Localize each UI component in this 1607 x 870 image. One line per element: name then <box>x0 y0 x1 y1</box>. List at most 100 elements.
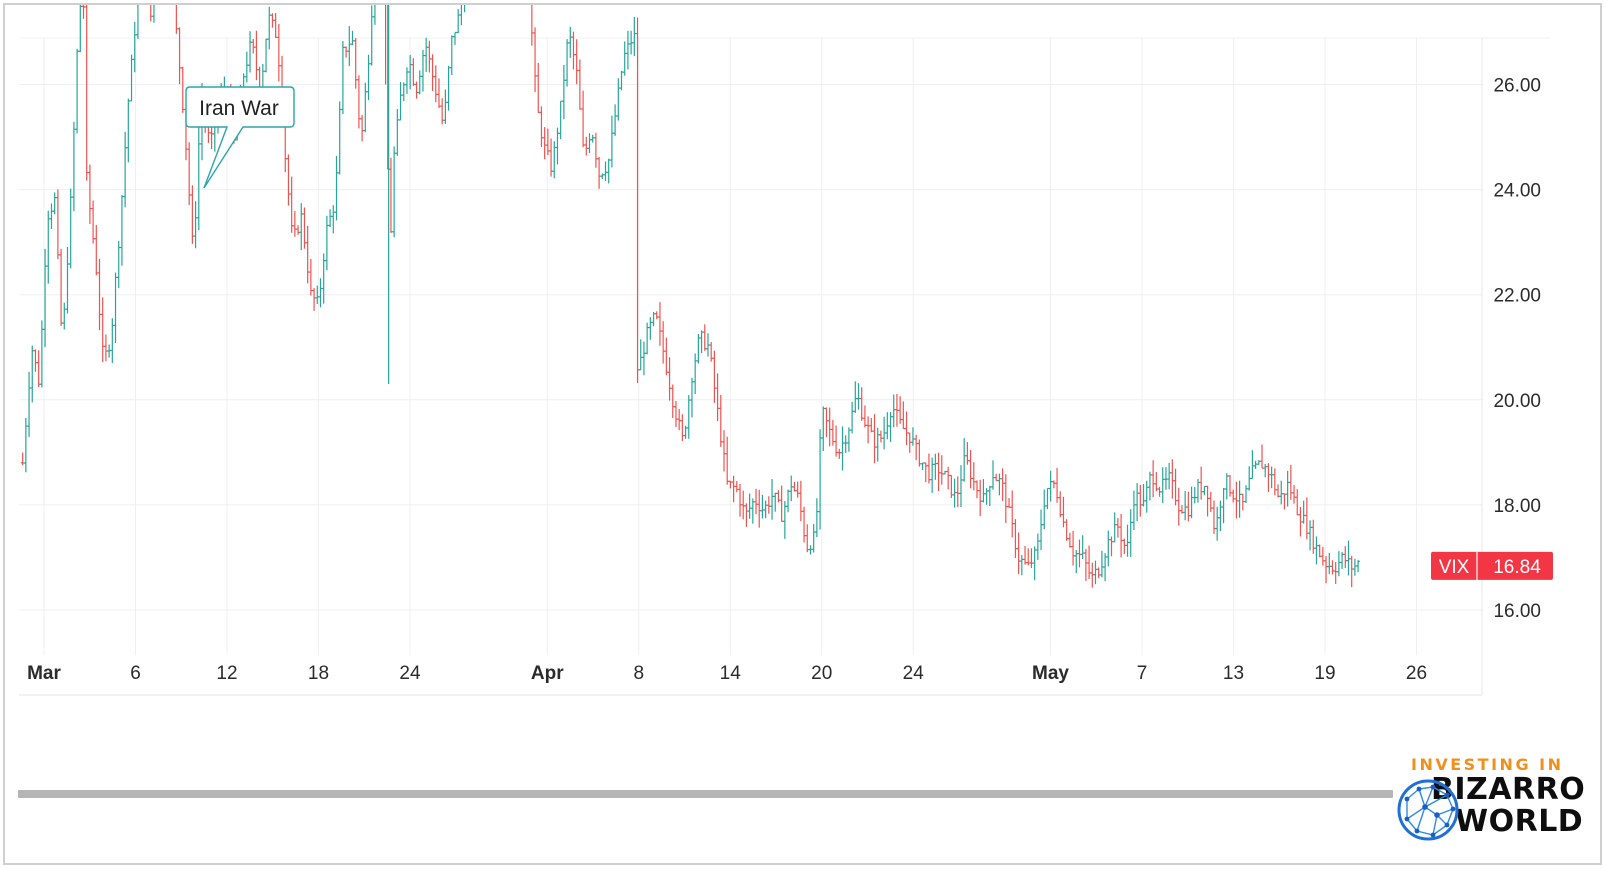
bizarro-world-logo: INVESTING IN BIZARRO WORLD <box>1397 755 1597 850</box>
ohlc-bar <box>136 5 139 40</box>
ohlc-bar <box>904 411 909 446</box>
ohlc-bar <box>690 377 694 418</box>
x-tick-label: 6 <box>130 663 141 684</box>
ohlc-bar <box>1321 546 1325 566</box>
ohlc-bar <box>799 480 803 522</box>
ohlc-bar <box>792 481 797 492</box>
y-tick-label: 18.00 <box>1493 496 1541 517</box>
ohlc-bar <box>722 430 726 472</box>
ohlc-bar <box>770 479 774 520</box>
ohlc-bar <box>437 78 441 109</box>
ohlc-bar <box>52 192 57 215</box>
ohlc-bar <box>72 121 76 212</box>
ohlc-bar <box>763 500 768 519</box>
ohlc-bar <box>1064 519 1069 541</box>
ohlc-bar <box>328 209 332 228</box>
ohlc-bar <box>360 114 364 142</box>
ohlc-bar <box>869 417 874 433</box>
ohlc-bar <box>619 70 624 91</box>
ohlc-bar <box>783 501 787 539</box>
ohlc-bar <box>866 416 870 444</box>
ohlc-bar <box>939 455 944 485</box>
ohlc-bar <box>735 481 739 493</box>
ohlc-bar <box>1032 546 1037 581</box>
ohlc-bar <box>312 288 316 311</box>
ohlc-bar <box>459 5 462 26</box>
x-tick-label: 8 <box>633 663 644 684</box>
ohlc-bar <box>1013 519 1018 559</box>
iran-war-annotation[interactable]: Iran War <box>185 86 295 189</box>
ohlc-bar <box>187 142 191 205</box>
ohlc-bar <box>78 5 83 53</box>
ohlc-bar <box>1048 470 1053 502</box>
ohlc-bar <box>706 333 710 357</box>
globe-network-icon <box>1397 779 1459 841</box>
ohlc-bar <box>392 146 396 238</box>
ohlc-bar <box>1202 485 1207 496</box>
ohlc-bar <box>840 426 845 471</box>
ohlc-bar <box>594 132 598 168</box>
ohlc-bar <box>94 224 99 276</box>
ohlc-bar <box>1317 544 1322 558</box>
ohlc-bar <box>1026 548 1031 566</box>
ohlc-bar <box>1125 524 1130 557</box>
vix-chart[interactable]: 36.0034.0032.0030.0028.0026.0024.0022.00… <box>5 5 1604 867</box>
ohlc-bar <box>824 407 829 438</box>
ohlc-bar <box>1010 490 1015 538</box>
ohlc-bar <box>1154 472 1159 492</box>
ohlc-bar <box>927 453 931 484</box>
ohlc-bar <box>943 470 947 475</box>
time-axis[interactable]: Mar 6 12 18 24 Apr 8 14 20 24 May 7 13 19 26 <box>27 663 1427 684</box>
ohlc-bar <box>984 488 989 505</box>
ohlc-bar <box>847 427 851 452</box>
ohlc-bar <box>150 5 153 22</box>
ohlc-bar <box>651 311 656 327</box>
ohlc-bar <box>610 115 614 168</box>
ohlc-bar <box>686 395 691 439</box>
ohlc-bar <box>911 427 915 446</box>
ohlc-bar <box>731 475 736 503</box>
ohlc-bar <box>712 350 717 403</box>
ohlc-bar <box>1189 486 1194 519</box>
ohlc-bar <box>273 13 278 38</box>
ohlc-bar <box>571 31 576 70</box>
ohlc-bar <box>901 401 906 430</box>
ohlc-bar <box>850 401 854 434</box>
price-axis[interactable]: 36.0034.0032.0030.0028.0026.0024.0022.00… <box>1493 5 1541 623</box>
ohlc-bar <box>642 341 646 376</box>
ohlc-bar <box>1330 560 1335 575</box>
ohlc-bar <box>24 417 28 473</box>
ohlc-bar <box>629 30 633 55</box>
ohlc-bar <box>546 128 550 156</box>
ohlc-bar <box>914 434 918 461</box>
ohlc-bar <box>1257 460 1261 465</box>
ohlc-bar <box>1263 463 1268 478</box>
ohlc-bar <box>305 225 310 284</box>
ohlc-bar <box>1071 530 1075 566</box>
ohlc-bar <box>1247 466 1252 491</box>
ohlc-bar <box>613 104 617 136</box>
ohlc-bar <box>699 330 704 354</box>
ohlc-bar <box>1314 536 1319 565</box>
ohlc-bar <box>196 127 201 231</box>
ohlc-bar <box>270 13 275 28</box>
x-tick-label: May <box>1032 663 1069 684</box>
ohlc-bar <box>658 302 662 346</box>
x-tick-label: 7 <box>1137 663 1148 684</box>
ohlc-bar <box>827 407 832 447</box>
y-tick-label: 24.00 <box>1493 181 1541 202</box>
ohlc-bar <box>1160 467 1165 504</box>
ohlc-bar <box>875 427 880 462</box>
ohlc-bar <box>1055 467 1059 503</box>
ohlc-bar <box>907 432 912 453</box>
time-scrollbar[interactable] <box>18 790 1393 798</box>
ohlc-bar <box>20 452 25 466</box>
ohlc-bar <box>1340 552 1344 569</box>
ohlc-bar <box>959 465 963 508</box>
ohlc-bar <box>837 448 842 459</box>
ohlc-bar <box>1122 538 1127 555</box>
logo-word-world: WORLD <box>1455 804 1584 839</box>
ohlc-bar <box>357 75 361 129</box>
ohlc-bar <box>898 396 902 424</box>
ohlc-bar <box>318 278 323 308</box>
